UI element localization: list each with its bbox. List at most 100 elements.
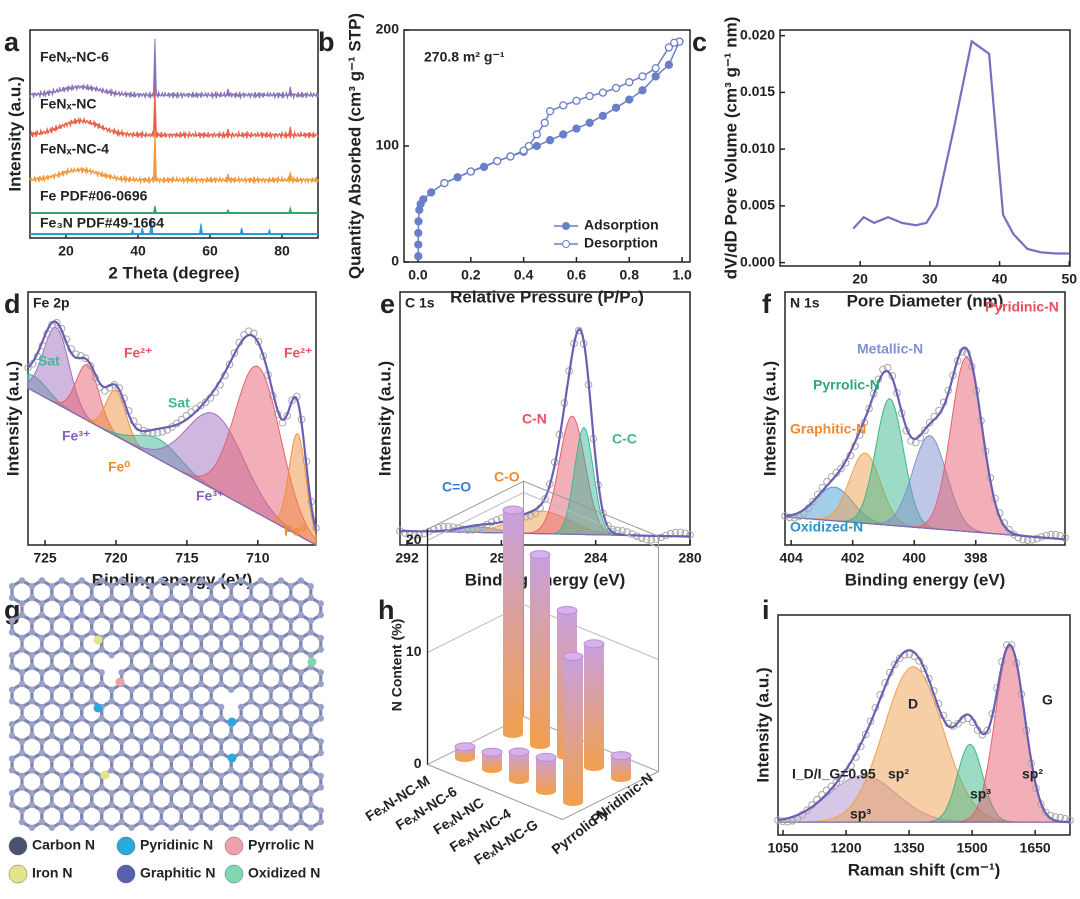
carbon-atom	[68, 824, 75, 831]
carbon-atom	[317, 611, 324, 619]
cylinder-top	[508, 747, 530, 757]
carbon-atom	[98, 669, 105, 676]
x-tick-label: 1200	[830, 840, 861, 856]
fit-envelope	[777, 643, 1070, 824]
carbon-atom	[178, 634, 185, 642]
y-axis-label: Intensity (a.u.)	[753, 667, 772, 782]
hexagon	[119, 802, 144, 830]
diffraction-peak	[152, 38, 157, 96]
x-axis-label: Raman shift (cm⁻¹)	[848, 860, 1001, 879]
carbon-atom	[277, 600, 285, 607]
carbon-atom	[168, 652, 175, 659]
isotherm-point	[638, 72, 647, 81]
trace-label: Fe₃N PDF#49-1664	[40, 215, 164, 231]
carbon-atom	[128, 629, 135, 636]
carbon-atom	[168, 801, 175, 808]
carbon-atom	[28, 583, 36, 590]
carbon-atom	[118, 611, 125, 619]
carbon-atom	[138, 669, 145, 676]
carbon-atom	[38, 600, 46, 607]
carbon-atom	[8, 686, 16, 693]
carbon-atom	[118, 738, 125, 745]
diffraction-peak	[239, 227, 244, 235]
carbon-atom	[38, 818, 46, 826]
carbon-atom	[118, 772, 125, 780]
x-tick-label: 0.0	[408, 267, 428, 283]
carbon-atom	[158, 669, 165, 676]
plot-frame	[779, 29, 1071, 267]
carbon-atom	[78, 715, 85, 722]
carbon-atom	[58, 577, 66, 584]
carbon-atom	[18, 634, 26, 642]
carbon-atom	[8, 629, 16, 636]
carbon-atom	[18, 772, 26, 780]
carbon-atom	[88, 617, 95, 624]
carbon-atom	[18, 680, 26, 688]
carbon-atom	[208, 721, 215, 728]
carbon-atom	[48, 801, 56, 808]
carbon-atom	[247, 824, 255, 831]
carbon-atom	[297, 749, 305, 757]
carbon-atom	[108, 732, 115, 739]
carbon-atom	[158, 600, 165, 607]
carbon-atom	[217, 634, 225, 642]
raw-point	[779, 817, 787, 826]
panel-letter: i	[762, 595, 770, 625]
carbon-atom	[307, 594, 315, 601]
carbon-atom	[28, 686, 36, 693]
carbon-atom	[267, 755, 275, 762]
carbon-atom	[208, 755, 215, 762]
isotherm-point	[611, 83, 621, 93]
carbon-atom	[58, 634, 66, 642]
raw-point	[1005, 525, 1013, 534]
carbon-atom	[48, 790, 56, 797]
carbon-atom	[217, 818, 225, 826]
cylinder-body	[503, 510, 523, 734]
carbon-atom	[138, 749, 145, 757]
carbon-atom	[158, 611, 165, 619]
carbon-atom	[8, 663, 16, 670]
carbon-atom	[118, 703, 125, 711]
carbon-atom	[108, 790, 115, 797]
isotherm-point	[493, 156, 502, 166]
carbon-atom	[217, 600, 225, 607]
carbon-atom	[297, 784, 305, 791]
carbon-atom	[8, 698, 16, 705]
carbon-atom	[78, 772, 85, 780]
carbon-atom	[257, 703, 265, 711]
carbon-atom	[277, 611, 285, 619]
legend-atom	[8, 836, 28, 856]
hexagon	[179, 802, 203, 830]
panel-letter: e	[380, 289, 395, 319]
raw-point	[24, 363, 32, 372]
carbon-atom	[188, 594, 195, 601]
cylinder-body	[509, 752, 529, 780]
carbon-atom	[138, 772, 145, 780]
dopant-atom	[115, 677, 125, 687]
carbon-atom	[168, 594, 175, 601]
carbon-atom	[217, 680, 225, 688]
diffraction-peak	[140, 227, 145, 235]
carbon-atom	[58, 600, 66, 607]
carbon-atom	[188, 755, 195, 762]
carbon-atom	[257, 738, 265, 745]
carbon-atom	[58, 669, 66, 676]
isotherm-point	[585, 118, 594, 127]
x-tick-label: 30	[922, 271, 938, 287]
carbon-atom	[168, 767, 175, 774]
hexagon	[299, 802, 323, 830]
carbon-atom	[38, 634, 46, 642]
carbon-atom	[227, 732, 235, 739]
carbon-atom	[178, 611, 185, 619]
carbon-atom	[68, 629, 75, 636]
carbon-atom	[227, 629, 235, 636]
cylinder-top	[481, 747, 503, 757]
cylinder-body	[530, 554, 550, 745]
carbon-atom	[148, 594, 155, 601]
carbon-atom	[118, 669, 125, 676]
carbon-atom	[8, 732, 16, 739]
x-tick-label: 710	[246, 550, 270, 566]
carbon-atom	[18, 669, 26, 676]
carbon-atom	[108, 755, 115, 762]
diffraction-peak	[288, 171, 293, 181]
